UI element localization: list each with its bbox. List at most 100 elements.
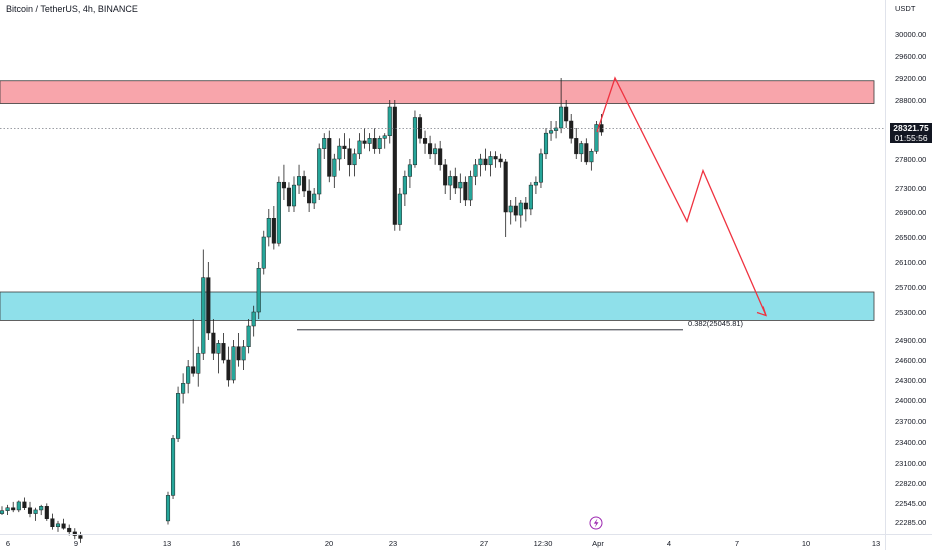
candle — [286, 182, 292, 212]
last-price-badge[interactable]: 28321.75 01:55:56 — [890, 123, 932, 143]
candle — [276, 176, 281, 247]
price-tick: 26100.00 — [895, 258, 926, 267]
time-tick: 16 — [232, 539, 240, 548]
candle — [498, 153, 503, 168]
candle — [362, 128, 367, 149]
time-tick: 23 — [389, 539, 397, 548]
candle — [412, 110, 418, 168]
candle — [291, 176, 297, 212]
price-tick: 27800.00 — [895, 155, 926, 164]
candle — [72, 528, 77, 540]
price-tick: 24300.00 — [895, 376, 926, 385]
bar-countdown: 01:55:56 — [894, 133, 928, 143]
candle — [251, 305, 256, 337]
candle — [271, 206, 276, 250]
last-price-value: 28321.75 — [893, 123, 929, 133]
time-axis[interactable]: 6 9 13 16 20 23 27 12:30 Apr 4 7 10 13 — [6, 539, 880, 548]
candle — [317, 143, 322, 200]
price-tick: 24000.00 — [895, 396, 926, 405]
candle — [176, 386, 181, 442]
candle — [78, 531, 83, 543]
candle — [67, 524, 72, 536]
candle — [281, 164, 286, 200]
candle — [16, 500, 21, 513]
candle — [196, 346, 201, 387]
candle — [407, 159, 412, 188]
zones-layer — [0, 80, 875, 321]
candle — [448, 170, 453, 200]
price-tick: 23100.00 — [895, 459, 926, 468]
price-tick: 22285.00 — [895, 518, 926, 527]
candle — [211, 319, 216, 360]
price-tick: 25300.00 — [895, 308, 926, 317]
price-tick: 24600.00 — [895, 356, 926, 365]
candle — [508, 200, 513, 225]
time-tick: Apr — [592, 539, 604, 548]
time-tick: 9 — [74, 539, 78, 548]
time-tick: 4 — [667, 539, 671, 548]
price-tick: 29200.00 — [895, 74, 926, 83]
candle — [165, 491, 171, 525]
price-tick: 23400.00 — [895, 438, 926, 447]
candle — [574, 128, 579, 159]
price-axis[interactable]: 30000.0029600.0029200.0028800.0028400.00… — [895, 30, 926, 527]
time-tick: 27 — [480, 539, 488, 548]
chart-title: Bitcoin / TetherUS, 4h, BINANCE — [6, 4, 138, 14]
candle — [428, 135, 433, 159]
candle — [206, 262, 211, 340]
candle — [478, 153, 483, 177]
candle — [50, 513, 55, 530]
candle — [438, 140, 443, 171]
candle — [39, 504, 44, 516]
candle — [181, 373, 186, 404]
candle — [11, 501, 16, 513]
candle — [589, 148, 594, 171]
price-tick: 27300.00 — [895, 184, 926, 193]
candle — [503, 159, 508, 237]
candle — [443, 159, 448, 194]
candle — [246, 319, 251, 354]
time-tick: 20 — [325, 539, 333, 548]
time-tick: 13 — [163, 539, 171, 548]
candle — [402, 170, 407, 206]
fib-label: 0.382(25045.81) — [688, 319, 744, 328]
candle — [422, 130, 428, 154]
resistance-zone — [0, 80, 875, 104]
candle — [241, 340, 246, 370]
candle — [579, 140, 584, 162]
candle — [296, 164, 302, 194]
price-tick: 28800.00 — [895, 96, 926, 105]
time-tick: 13 — [872, 539, 880, 548]
price-tick: 22820.00 — [895, 479, 926, 488]
candle — [463, 176, 468, 206]
candle — [261, 230, 266, 275]
candle — [5, 504, 10, 516]
candle — [397, 188, 402, 231]
candle — [488, 151, 493, 177]
lightning-icon[interactable] — [589, 516, 603, 530]
candle — [27, 501, 33, 518]
candle — [44, 503, 49, 521]
price-tick: 26900.00 — [895, 208, 926, 217]
projection-arrowhead — [756, 306, 768, 317]
candle — [216, 340, 221, 374]
candle — [170, 435, 176, 499]
candle — [377, 135, 382, 154]
candle — [387, 100, 392, 144]
candle — [266, 209, 271, 247]
candle — [453, 167, 458, 194]
candle — [533, 176, 538, 194]
candle — [372, 128, 377, 154]
candle — [483, 148, 488, 171]
candle — [382, 133, 387, 149]
candle — [342, 133, 347, 159]
candle — [528, 182, 533, 216]
currency-label: USDT — [895, 4, 916, 13]
candle — [186, 360, 191, 394]
candle — [559, 78, 564, 134]
price-tick: 29600.00 — [895, 52, 926, 61]
candle — [226, 346, 231, 387]
candle — [548, 121, 554, 141]
candle — [433, 143, 438, 165]
